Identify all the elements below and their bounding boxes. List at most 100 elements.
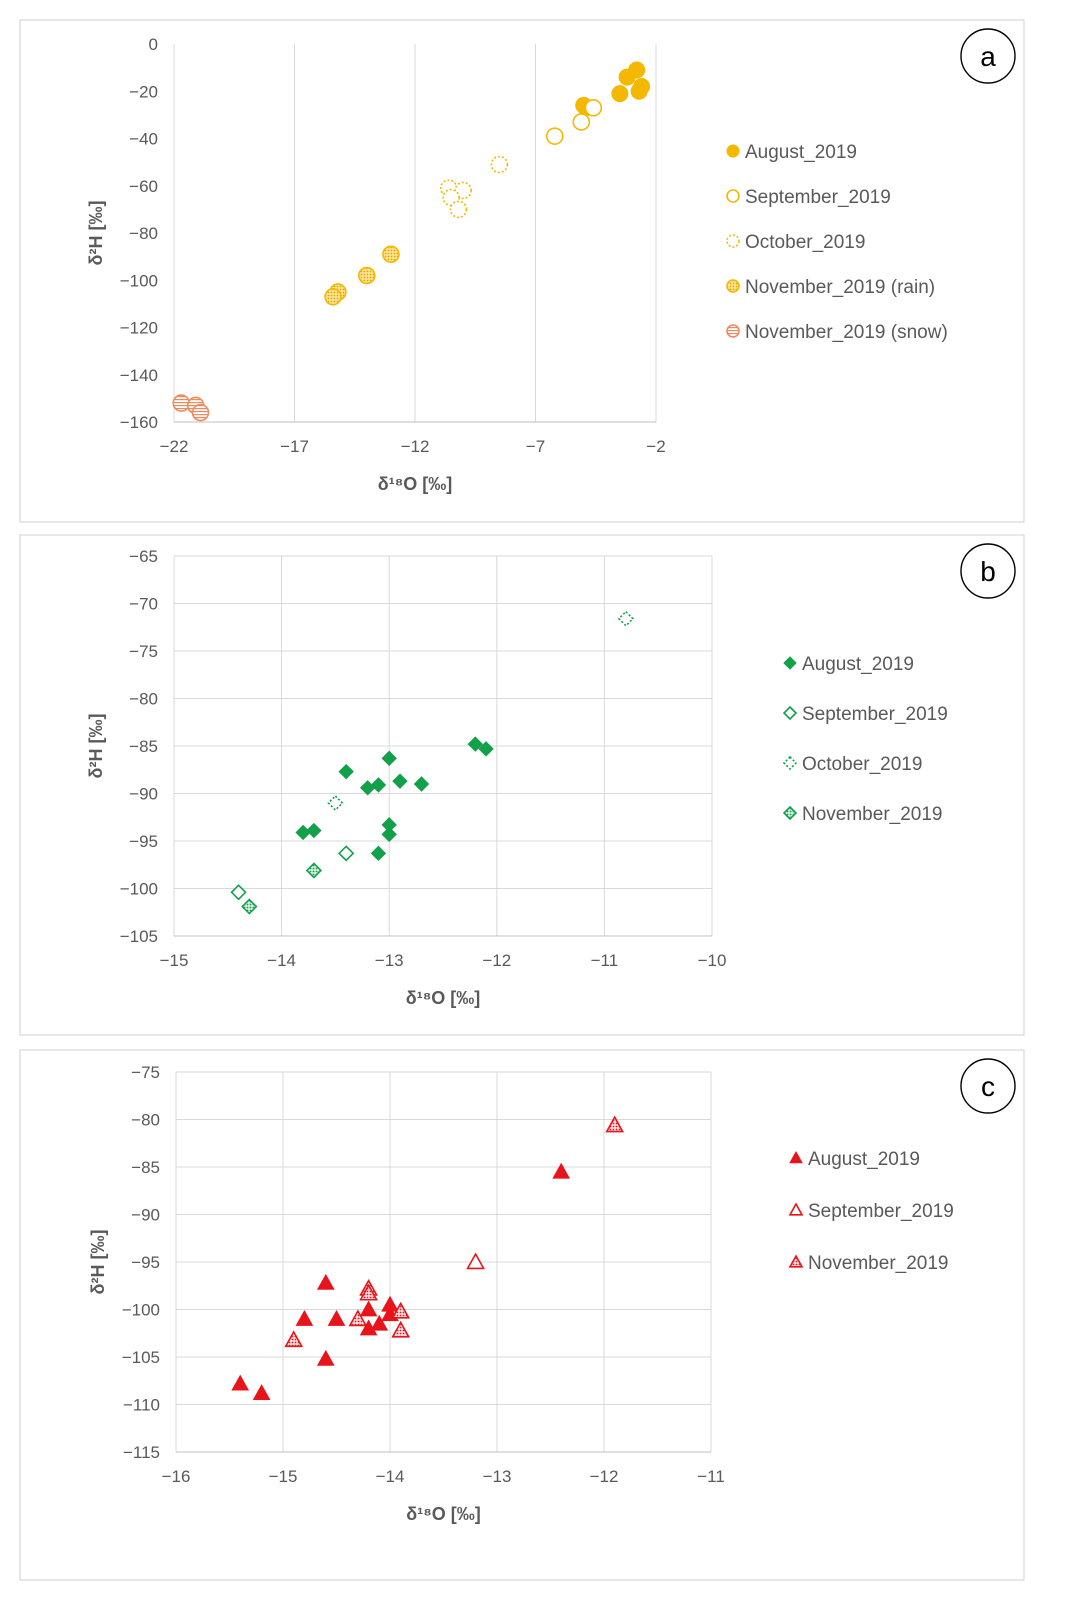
x-tick-label: −16: [162, 1467, 191, 1486]
legend-marker: [782, 755, 798, 771]
legend-marker: [726, 324, 740, 338]
x-tick-label: −13: [375, 951, 404, 970]
x-tick-label: −22: [160, 437, 189, 456]
series-October_2019: [327, 610, 635, 812]
series-September_2019: [230, 845, 355, 901]
y-axis-title: δ²H [‰]: [86, 714, 106, 779]
panel-label-circle: [960, 28, 1016, 84]
legend-marker: [782, 805, 798, 821]
y-tick-label: −80: [129, 690, 158, 709]
data-point: [295, 1309, 314, 1326]
legend-label: September_2019: [802, 704, 948, 725]
data-point: [392, 773, 408, 789]
y-tick-label: −85: [131, 1158, 160, 1177]
x-axis-title: δ¹⁸O [‰]: [406, 988, 480, 1008]
data-point: [466, 1252, 485, 1270]
data-point: [611, 85, 629, 103]
data-point: [324, 287, 342, 306]
data-point: [252, 1384, 271, 1400]
data-point: [327, 1309, 346, 1326]
x-tick-label: −14: [376, 1467, 405, 1486]
data-point: [316, 1273, 335, 1290]
x-tick-label: −15: [269, 1467, 298, 1486]
data-point: [605, 1115, 625, 1133]
x-tick-label: −2: [646, 437, 665, 456]
x-tick-label: −11: [697, 1467, 725, 1486]
series-September_2019: [466, 1252, 485, 1270]
data-point: [359, 1300, 378, 1317]
data-point: [172, 394, 191, 412]
data-point: [630, 82, 648, 100]
series-November_2019 (rain): [324, 245, 400, 306]
data-point: [241, 898, 258, 915]
y-tick-label: −20: [129, 82, 158, 101]
panel-label-circle: [960, 543, 1016, 599]
x-tick-label: −12: [590, 1467, 619, 1486]
x-tick-label: −15: [160, 951, 189, 970]
data-point: [449, 200, 468, 219]
x-axis-title: δ¹⁸O [‰]: [406, 1504, 480, 1524]
y-tick-label: −140: [120, 366, 158, 385]
y-tick-label: −120: [120, 319, 158, 338]
data-point: [348, 1309, 368, 1327]
data-point: [306, 822, 322, 839]
data-point: [545, 127, 564, 145]
y-tick-label: −60: [129, 177, 158, 196]
data-point: [381, 750, 397, 767]
data-point: [338, 763, 354, 780]
series-September_2019: [545, 98, 603, 145]
panel-label: b: [980, 556, 996, 587]
y-tick-label: −95: [129, 832, 158, 851]
y-tick-label: −115: [123, 1443, 160, 1462]
y-tick-label: −100: [120, 271, 158, 290]
panel-label-circle: [960, 1058, 1016, 1114]
y-tick-label: −90: [129, 785, 158, 804]
y-tick-label: −40: [129, 130, 158, 149]
legend-marker: [726, 234, 740, 248]
y-tick-label: −110: [123, 1396, 160, 1415]
legend-label: September_2019: [745, 187, 891, 208]
legend-marker: [789, 1150, 803, 1164]
legend-label: November_2019: [808, 1253, 948, 1274]
data-point: [191, 403, 210, 422]
data-point: [490, 155, 509, 174]
x-tick-label: −12: [482, 951, 511, 970]
x-tick-label: −7: [526, 437, 545, 456]
data-point: [478, 741, 494, 757]
legend-label: August_2019: [808, 1149, 920, 1170]
legend-marker: [788, 1202, 804, 1216]
legend-label: October_2019: [745, 232, 865, 253]
legend-label: August_2019: [745, 142, 857, 163]
x-tick-label: −12: [401, 437, 430, 456]
series-August_2019: [231, 1162, 571, 1400]
legend-marker: [788, 1254, 804, 1268]
series-August_2019: [295, 736, 494, 862]
panel-border: [19, 19, 1025, 523]
legend-marker: [782, 705, 798, 721]
series-November_2019 (snow): [172, 394, 210, 422]
panel-border: [19, 534, 1025, 1036]
legend-label: November_2019 (snow): [745, 322, 948, 343]
data-point: [381, 826, 397, 843]
x-tick-label: −10: [698, 951, 727, 970]
series-October_2019: [439, 155, 509, 219]
data-point: [370, 777, 387, 793]
data-point: [413, 776, 430, 792]
y-tick-label: −100: [120, 880, 158, 899]
y-tick-label: 0: [149, 35, 158, 54]
panel-label: a: [980, 41, 996, 72]
panel-border: [19, 1049, 1025, 1581]
data-point: [370, 845, 387, 862]
data-point: [391, 1320, 411, 1338]
data-point: [231, 1374, 250, 1391]
legend-marker: [783, 656, 797, 670]
legend-marker: [726, 279, 740, 293]
data-point: [370, 1314, 389, 1331]
y-tick-label: −160: [120, 413, 158, 432]
data-point: [572, 113, 591, 131]
y-tick-label: −80: [131, 1111, 160, 1130]
data-point: [316, 1349, 335, 1366]
y-tick-label: −65: [129, 547, 158, 566]
panel-a: −22 −17 −12 −7 −20−20−40−60−80−100−120−140−1…: [19, 19, 1025, 523]
y-axis-title: δ²H [‰]: [86, 201, 106, 266]
